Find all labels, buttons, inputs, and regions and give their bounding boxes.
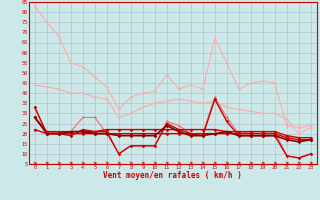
X-axis label: Vent moyen/en rafales ( km/h ): Vent moyen/en rafales ( km/h ) — [103, 171, 242, 180]
